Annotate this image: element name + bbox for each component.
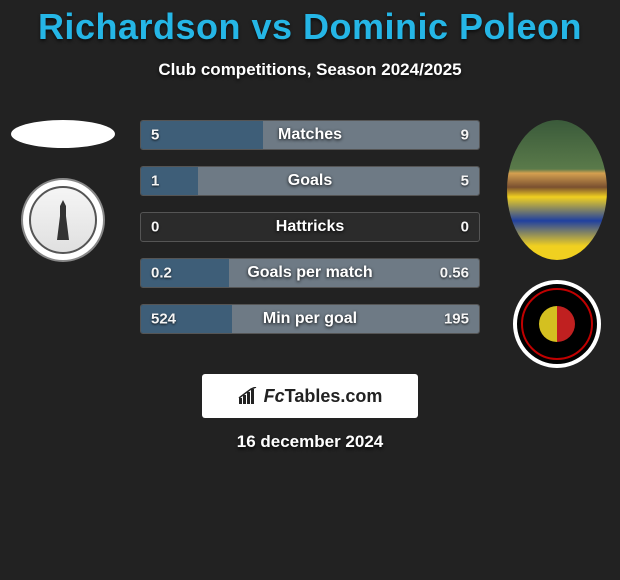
stat-value-right: 0.56 (440, 265, 469, 282)
player-right-avatar (507, 120, 607, 260)
player-left-avatar (11, 120, 115, 148)
stat-label: Hattricks (276, 218, 344, 236)
stat-row: 0.2 0.56 Goals per match (140, 258, 480, 288)
stat-value-left: 524 (151, 311, 176, 328)
brand-badge[interactable]: FcTables.com (202, 374, 418, 418)
player-right-club-badge (513, 280, 601, 368)
comparison-panel: 5 9 Matches 1 5 Goals 0 0 Hattricks 0.2 0.56 Goals … (0, 120, 620, 380)
stat-value-right: 0 (461, 219, 469, 236)
stat-value-left: 0.2 (151, 265, 172, 282)
stat-value-left: 0 (151, 219, 159, 236)
stat-label: Goals per match (247, 264, 372, 282)
stat-value-left: 1 (151, 173, 159, 190)
stat-bar-right (198, 167, 479, 195)
stat-row: 524 195 Min per goal (140, 304, 480, 334)
page-title: Richardson vs Dominic Poleon (0, 0, 620, 48)
brand-text: FcTables.com (264, 386, 383, 407)
stats-container: 5 9 Matches 1 5 Goals 0 0 Hattricks 0.2 0.56 Goals … (140, 120, 480, 350)
subtitle: Club competitions, Season 2024/2025 (0, 60, 620, 80)
stat-label: Min per goal (263, 310, 357, 328)
stat-row: 1 5 Goals (140, 166, 480, 196)
stat-value-right: 9 (461, 127, 469, 144)
left-player-column (8, 120, 118, 262)
stat-value-left: 5 (151, 127, 159, 144)
right-player-column (502, 120, 612, 368)
chart-icon (238, 387, 260, 405)
stat-row: 5 9 Matches (140, 120, 480, 150)
stat-label: Goals (288, 172, 332, 190)
stat-value-right: 5 (461, 173, 469, 190)
stat-value-right: 195 (444, 311, 469, 328)
stat-label: Matches (278, 126, 342, 144)
player-left-club-badge (21, 178, 105, 262)
stat-bar-left (141, 167, 198, 195)
footer-date: 16 december 2024 (237, 432, 384, 452)
stat-row: 0 0 Hattricks (140, 212, 480, 242)
